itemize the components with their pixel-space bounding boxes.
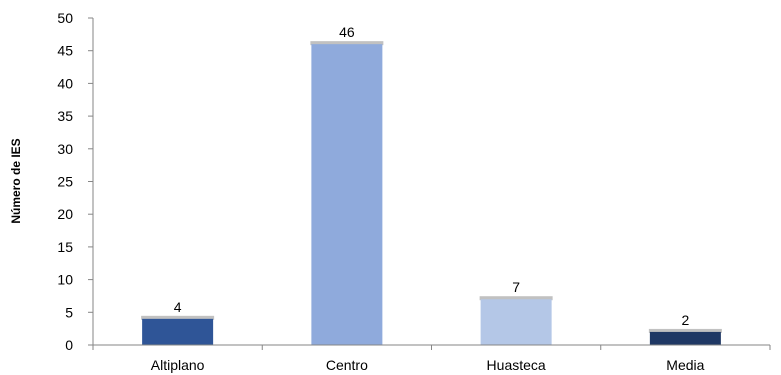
y-tick-label: 25 [57, 174, 73, 190]
bar-shadow [648, 328, 722, 333]
bar-media [649, 331, 721, 345]
y-axis-label: Número de IES [9, 138, 23, 223]
y-tick-label: 10 [57, 272, 73, 288]
y-tick-label: 5 [65, 304, 73, 320]
bar-altiplano [142, 318, 214, 345]
y-tick-label: 30 [57, 141, 73, 157]
bar-shadow [479, 296, 553, 301]
bar-centro [311, 44, 383, 345]
y-axis: 0 5 10 15 20 25 30 35 40 45 50 [57, 10, 94, 353]
data-label-centro: 46 [339, 24, 355, 40]
bars-group: 4 46 7 2 [141, 24, 722, 345]
y-tick-label: 0 [65, 337, 73, 353]
y-tick-label: 15 [57, 239, 73, 255]
y-tick-label: 45 [57, 43, 73, 59]
data-label-media: 2 [681, 312, 689, 328]
bar-shadow [310, 41, 384, 46]
data-label-altiplano: 4 [174, 299, 182, 315]
x-tick-label-altiplano: Altiplano [151, 357, 205, 373]
y-tick-label: 40 [57, 75, 73, 91]
y-tick-label: 20 [57, 206, 73, 222]
bar-huasteca [480, 299, 552, 345]
x-tick-label-huasteca: Huasteca [487, 357, 546, 373]
y-tick-label: 35 [57, 108, 73, 124]
bar-shadow [141, 315, 215, 320]
x-axis: Altiplano Centro Huasteca Media [92, 344, 771, 373]
y-tick-label: 50 [57, 10, 73, 26]
x-tick-label-media: Media [666, 357, 704, 373]
data-label-huasteca: 7 [512, 279, 520, 295]
x-tick-label-centro: Centro [326, 357, 368, 373]
